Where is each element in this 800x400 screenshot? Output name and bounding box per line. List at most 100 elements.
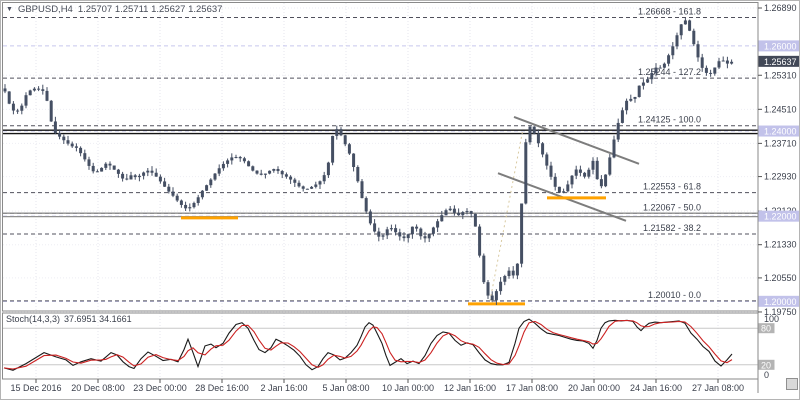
- candle-body: [133, 175, 137, 178]
- candle-body: [570, 175, 574, 185]
- candle-body: [331, 135, 335, 163]
- candle-body: [87, 159, 91, 166]
- candle-body: [499, 281, 503, 292]
- candle-body: [457, 212, 461, 216]
- candle-body: [62, 136, 66, 141]
- candle-body: [352, 153, 356, 168]
- candle-body: [213, 173, 217, 180]
- candle-body: [293, 179, 297, 183]
- candle-body: [129, 175, 133, 180]
- candle-body: [578, 169, 582, 173]
- candle-body: [419, 228, 423, 237]
- price-tick-label: 1.21330: [764, 240, 797, 250]
- x-axis-label: 28 Dec 16:00: [195, 383, 249, 393]
- candle-body: [343, 135, 347, 145]
- candle-body: [629, 98, 633, 101]
- indicator-values: 37.6951 34.1661: [64, 314, 132, 324]
- candle-body: [448, 208, 452, 211]
- candle-body: [108, 163, 112, 166]
- candle-body: [696, 44, 700, 58]
- candle-body: [536, 133, 540, 144]
- price-level-badge: [758, 210, 799, 222]
- trendline[interactable]: [513, 116, 640, 165]
- candle-body: [83, 153, 87, 160]
- candle-body: [381, 235, 385, 237]
- x-axis-label: 12 Jan 16:00: [444, 383, 496, 393]
- candle-body: [356, 167, 360, 182]
- candle-body: [100, 167, 104, 172]
- candle-body: [633, 96, 637, 99]
- candle-body: [700, 57, 704, 68]
- fib-level-label: 1.24125 - 100.0: [638, 115, 701, 125]
- candle-body: [284, 174, 288, 177]
- candle-body: [116, 169, 120, 174]
- candle-body: [515, 263, 519, 276]
- candle-body: [637, 85, 641, 97]
- fib-level-label: 1.25244 - 127.2: [638, 67, 701, 77]
- candle-body: [675, 35, 679, 47]
- candle-body: [184, 204, 188, 209]
- candle-body: [251, 166, 255, 171]
- candle-body: [167, 186, 171, 192]
- x-axis-label: 15 Dec 2016: [10, 383, 61, 393]
- candle-body: [146, 170, 150, 173]
- candle-body: [503, 276, 507, 282]
- stoch-d-line: [3, 319, 733, 370]
- stoch-level-badge-label: 80: [761, 324, 771, 334]
- candle-body: [658, 67, 662, 69]
- candle-body: [625, 100, 629, 111]
- candle-body: [566, 184, 570, 192]
- price-tick-label: 1.24510: [764, 104, 797, 114]
- price-level-badge-label: 1.26000: [764, 41, 797, 51]
- candle-body: [486, 282, 490, 296]
- candle-body: [704, 67, 708, 73]
- fib-base-line[interactable]: [489, 128, 524, 301]
- candle-body: [562, 191, 566, 193]
- chart-corner-button[interactable]: [786, 378, 798, 390]
- candle-body: [268, 170, 272, 174]
- candle-body: [259, 173, 263, 175]
- x-axis-label: 24 Jan 16:00: [630, 383, 682, 393]
- candle-body: [436, 221, 440, 228]
- candle-body: [154, 172, 158, 177]
- x-axis-label: 5 Jan 08:00: [322, 383, 369, 393]
- candle-body: [683, 20, 687, 25]
- fib-level-label: 1.21582 - 38.2: [643, 223, 701, 233]
- price-tick-label: 1.25310: [764, 70, 797, 80]
- fib-level-label: 1.22067 - 50.0: [643, 202, 701, 212]
- price-level-badge: [758, 125, 799, 137]
- symbol-timeframe-label: GBPUSD,H4: [17, 4, 73, 15]
- x-axis-label: 20 Jan 00:00: [568, 383, 620, 393]
- candle-body: [692, 30, 696, 45]
- candle-body: [427, 233, 431, 239]
- indicator-label: Stoch(14,3,3) 37.6951 34.1661: [6, 314, 136, 324]
- fib-level-label: 1.22553 - 61.8: [643, 182, 701, 192]
- candle-body: [574, 169, 578, 176]
- candle-body: [373, 223, 377, 232]
- candle-body: [725, 60, 729, 64]
- candle-body: [587, 169, 591, 177]
- candle-body: [667, 55, 671, 64]
- candle-body: [41, 89, 45, 91]
- candle-body: [230, 157, 234, 161]
- candle-body: [289, 176, 293, 180]
- price-level-badge-label: 1.20000: [764, 297, 797, 307]
- candle-body: [482, 255, 486, 283]
- candle-body: [465, 211, 469, 213]
- candle-body: [671, 46, 675, 56]
- fib-level-label: 1.26668 - 161.8: [638, 6, 701, 16]
- candle-body: [549, 165, 553, 177]
- candle-body: [297, 182, 301, 187]
- candle-body: [209, 179, 213, 186]
- candle-body: [528, 126, 532, 143]
- price-level-badge-label: 1.24000: [764, 127, 797, 137]
- candle-body: [654, 67, 658, 73]
- candle-body: [32, 88, 36, 91]
- candle-body: [662, 63, 666, 68]
- candle-body: [16, 110, 20, 112]
- indicator-name: Stoch(14,3,3): [6, 314, 61, 324]
- symbol-dropdown-icon[interactable]: ▼: [6, 6, 13, 13]
- candles[interactable]: [3, 18, 734, 305]
- current-price-badge-label: 1.25637: [764, 57, 797, 67]
